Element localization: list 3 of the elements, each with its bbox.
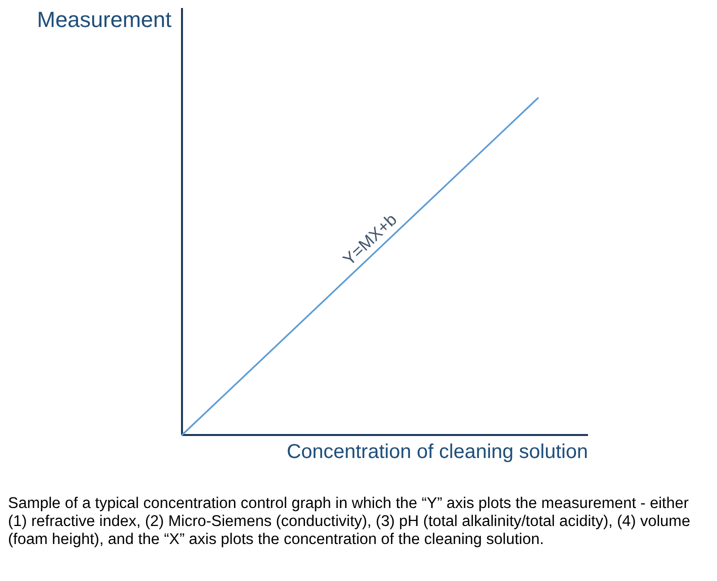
y-axis-title: Measurement bbox=[37, 7, 172, 32]
x-axis-title: Concentration of cleaning solution bbox=[286, 441, 588, 463]
text: Sample of a typical concentration control graph in which the “Y” axis plots the measurement - either (1) refractive index, (2) Micro-Siemens (conductivity), (3) pH (total alkalinity/total acidity), (4) volume (foam height), and the “X” axis plots the concentration of the cleaning solution. bbox=[8, 495, 690, 548]
